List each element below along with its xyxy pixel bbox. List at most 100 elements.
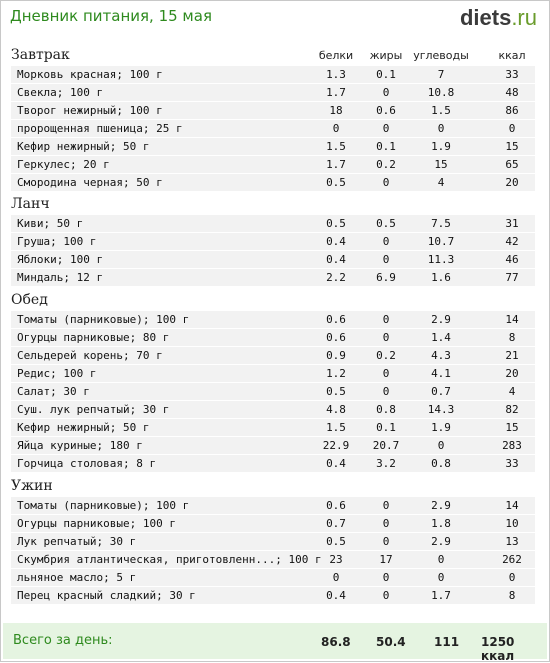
food-name: Огурцы парниковые; 80 г <box>17 331 170 344</box>
food-kcal: 20 <box>505 367 519 380</box>
food-kcal: 0 <box>508 571 516 584</box>
food-fat: 0 <box>382 499 390 512</box>
food-protein: 0.4 <box>326 253 346 266</box>
food-fat: 0.6 <box>376 104 396 117</box>
food-carbs: 1.9 <box>431 140 451 153</box>
food-protein: 1.7 <box>326 158 346 171</box>
logo-main: diets <box>459 5 512 30</box>
food-row: Кефир нежирный; 50 г 1.5 0.1 1.9 15 <box>11 419 535 436</box>
food-carbs: 10.7 <box>427 235 455 248</box>
food-fat: 0 <box>382 313 390 326</box>
food-protein: 0 <box>332 571 340 584</box>
food-protein: 1.3 <box>326 68 346 81</box>
food-row: Кефир нежирный; 50 г 1.5 0.1 1.9 15 <box>11 138 535 155</box>
food-name: Сельдерей корень; 70 г <box>17 349 163 362</box>
meal-title: Завтрак <box>11 47 70 63</box>
food-protein: 0.6 <box>326 499 346 512</box>
food-carbs: 1.6 <box>431 271 451 284</box>
food-carbs: 0 <box>437 122 445 135</box>
food-protein: 0.5 <box>326 535 346 548</box>
meal-title: Ланч <box>11 196 50 212</box>
food-name: Горчица столовая; 8 г <box>17 457 157 470</box>
food-kcal: 8 <box>508 589 516 602</box>
totals-label: Всего за день: <box>13 633 113 648</box>
food-row: Яблоки; 100 г 0.4 0 11.3 46 <box>11 251 535 268</box>
food-kcal: 77 <box>505 271 519 284</box>
food-row: Суш. лук репчатый; 30 г 4.8 0.8 14.3 82 <box>11 401 535 418</box>
food-carbs: 14.3 <box>427 403 455 416</box>
food-row: Смородина черная; 50 г 0.5 0 4 20 <box>11 174 535 191</box>
column-header-carbs: углеводы <box>413 49 469 62</box>
food-protein: 0.5 <box>326 176 346 189</box>
food-carbs: 0.7 <box>431 385 451 398</box>
food-name: Груша; 100 г <box>17 235 97 248</box>
food-carbs: 4 <box>437 176 445 189</box>
food-carbs: 4.3 <box>431 349 451 362</box>
food-kcal: 14 <box>505 313 519 326</box>
food-name: Миндаль; 12 г <box>17 271 104 284</box>
food-protein: 1.5 <box>326 421 346 434</box>
food-row: Творог нежирный; 100 г 18 0.6 1.5 86 <box>11 102 535 119</box>
food-fat: 0.1 <box>376 140 396 153</box>
food-protein: 0.5 <box>326 217 346 230</box>
food-name: льняное масло; 5 г <box>17 571 137 584</box>
food-kcal: 14 <box>505 499 519 512</box>
logo-tld: .ru <box>511 5 537 30</box>
totals-fat: 50.4 <box>376 635 406 649</box>
food-protein: 0.4 <box>326 589 346 602</box>
food-kcal: 82 <box>505 403 519 416</box>
food-name: Огурцы парниковые; 100 г <box>17 517 176 530</box>
food-protein: 0.4 <box>326 235 346 248</box>
food-name: Смородина черная; 50 г <box>17 176 163 189</box>
food-kcal: 86 <box>505 104 519 117</box>
column-header-kcal: ккал <box>498 49 526 62</box>
food-kcal: 33 <box>505 457 519 470</box>
food-protein: 1.7 <box>326 86 346 99</box>
food-row: Салат; 30 г 0.5 0 0.7 4 <box>11 383 535 400</box>
site-logo[interactable]: diets.ru <box>460 5 537 31</box>
food-fat: 0 <box>382 86 390 99</box>
food-fat: 17 <box>379 553 393 566</box>
food-row: Горчица столовая; 8 г 0.4 3.2 0.8 33 <box>11 455 535 472</box>
food-protein: 0.6 <box>326 313 346 326</box>
food-name: Салат; 30 г <box>17 385 90 398</box>
food-name: Творог нежирный; 100 г <box>17 104 163 117</box>
food-kcal: 21 <box>505 349 519 362</box>
food-fat: 0 <box>382 176 390 189</box>
food-row: Огурцы парниковые; 100 г 0.7 0 1.8 10 <box>11 515 535 532</box>
food-row: пророщенная пшеница; 25 г 0 0 0 0 <box>11 120 535 137</box>
food-name: Томаты (парниковые); 100 г <box>17 499 190 512</box>
food-row: Морковь красная; 100 г 1.3 0.1 7 33 <box>11 66 535 83</box>
food-row: Яйца куриные; 180 г 22.9 20.7 0 283 <box>11 437 535 454</box>
food-carbs: 11.3 <box>427 253 455 266</box>
food-protein: 0.4 <box>326 457 346 470</box>
food-name: Лук репчатый; 30 г <box>17 535 137 548</box>
food-carbs: 1.9 <box>431 421 451 434</box>
food-kcal: 8 <box>508 331 516 344</box>
food-row: Скумбрия атлантическая, приготовленн...;… <box>11 551 535 568</box>
food-name: Перец красный сладкий; 30 г <box>17 589 196 602</box>
totals-kcal: 1250 ккал <box>481 635 515 663</box>
food-carbs: 15 <box>434 158 448 171</box>
food-protein: 2.2 <box>326 271 346 284</box>
food-fat: 0.8 <box>376 403 396 416</box>
food-name: Свекла; 100 г <box>17 86 104 99</box>
food-kcal: 10 <box>505 517 519 530</box>
column-header-protein: белки <box>318 49 354 62</box>
food-carbs: 1.5 <box>431 104 451 117</box>
food-row: льняное масло; 5 г 0 0 0 0 <box>11 569 535 586</box>
food-protein: 0.6 <box>326 331 346 344</box>
food-protein: 18 <box>329 104 343 117</box>
food-protein: 0.9 <box>326 349 346 362</box>
food-row: Свекла; 100 г 1.7 0 10.8 48 <box>11 84 535 101</box>
food-name: Яблоки; 100 г <box>17 253 104 266</box>
food-row: Перец красный сладкий; 30 г 0.4 0 1.7 8 <box>11 587 535 604</box>
food-protein: 1.5 <box>326 140 346 153</box>
food-kcal: 4 <box>508 385 516 398</box>
food-name: Геркулес; 20 г <box>17 158 110 171</box>
food-row: Томаты (парниковые); 100 г 0.6 0 2.9 14 <box>11 311 535 328</box>
food-kcal: 42 <box>505 235 519 248</box>
food-fat: 0 <box>382 385 390 398</box>
food-fat: 6.9 <box>376 271 396 284</box>
